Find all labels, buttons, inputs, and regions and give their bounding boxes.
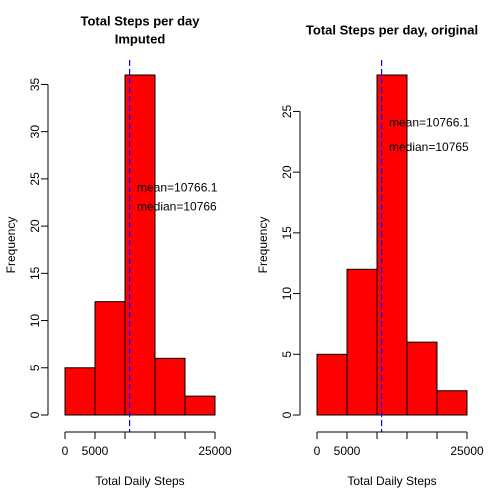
annotation: median=10765 bbox=[389, 140, 469, 154]
y-tick-label: 0 bbox=[28, 411, 42, 418]
y-tick-label: 10 bbox=[280, 287, 294, 301]
bar bbox=[94, 301, 126, 416]
y-tick-label: 20 bbox=[280, 165, 294, 179]
bar bbox=[346, 268, 378, 416]
x-tick-label: 5000 bbox=[82, 444, 109, 458]
x-axis-label: Total Daily Steps bbox=[95, 474, 184, 488]
y-tick-label: 15 bbox=[28, 266, 42, 280]
chart-title: Total Steps per day bbox=[81, 13, 201, 28]
y-tick-label: 0 bbox=[280, 411, 294, 418]
y-tick-label: 5 bbox=[280, 351, 294, 358]
y-tick-label: 15 bbox=[280, 226, 294, 240]
y-tick-label: 25 bbox=[280, 104, 294, 118]
y-tick-label: 25 bbox=[28, 172, 42, 186]
y-axis-label: Frequency bbox=[256, 217, 270, 274]
bar bbox=[436, 390, 468, 416]
x-axis-label: Total Daily Steps bbox=[347, 474, 436, 488]
bar bbox=[316, 353, 348, 416]
bar bbox=[64, 367, 96, 416]
y-axis-label: Frequency bbox=[4, 217, 18, 274]
x-tick-label: 5000 bbox=[334, 444, 361, 458]
x-tick-label: 0 bbox=[314, 444, 321, 458]
bar bbox=[154, 357, 186, 416]
chart-title: Imputed bbox=[115, 31, 166, 46]
y-tick-label: 5 bbox=[28, 364, 42, 371]
y-tick-label: 35 bbox=[28, 77, 42, 91]
y-tick-label: 20 bbox=[28, 219, 42, 233]
chart-title: Total Steps per day, original bbox=[306, 22, 478, 37]
y-tick-label: 10 bbox=[28, 314, 42, 328]
annotation: mean=10766.1 bbox=[137, 181, 218, 195]
x-tick-label: 25000 bbox=[198, 444, 232, 458]
bar bbox=[406, 341, 438, 416]
bar bbox=[184, 395, 216, 416]
annotation: median=10766 bbox=[137, 199, 217, 213]
x-tick-label: 0 bbox=[62, 444, 69, 458]
annotation: mean=10766.1 bbox=[389, 116, 470, 130]
x-tick-label: 25000 bbox=[450, 444, 484, 458]
y-tick-label: 30 bbox=[28, 125, 42, 139]
